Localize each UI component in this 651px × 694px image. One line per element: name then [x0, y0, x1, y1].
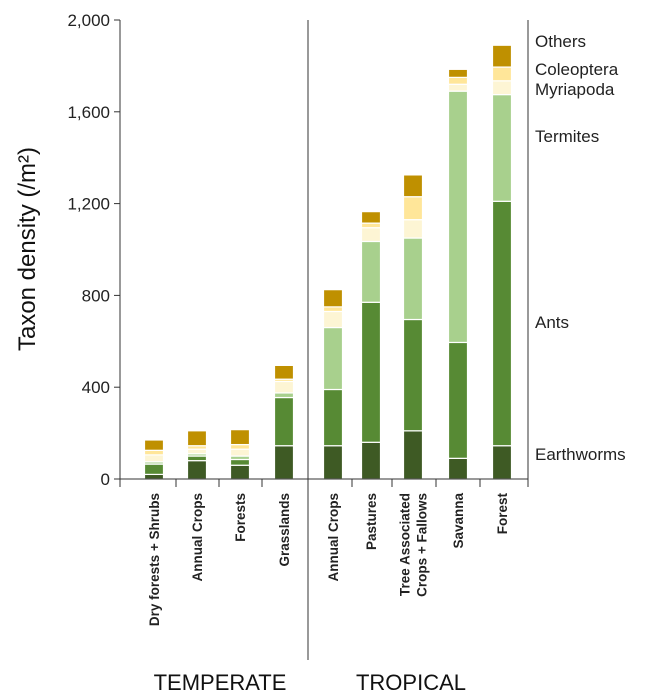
bar-segment — [229, 429, 251, 446]
category-label: Forest — [495, 493, 510, 535]
y-tick-label: 1,600 — [67, 103, 110, 122]
bar-segment — [491, 80, 513, 96]
bar-segment — [491, 93, 513, 202]
bar-segment — [360, 441, 382, 480]
bar-segment — [143, 439, 165, 451]
category-label: Savanna — [451, 493, 466, 549]
bar-segment — [229, 458, 251, 466]
group-label: TEMPERATE — [154, 670, 287, 694]
bar-segment — [447, 83, 469, 92]
bar-segment — [322, 326, 344, 391]
bar-segment — [491, 44, 513, 68]
y-axis-title: Taxon density (/m²) — [14, 147, 41, 351]
bar-segment — [447, 68, 469, 78]
category-label: Grasslands — [277, 493, 292, 567]
bar-segment — [322, 388, 344, 447]
y-tick-label: 400 — [82, 378, 110, 397]
series-label: Coleoptera — [535, 60, 619, 79]
bar-segment — [322, 310, 344, 329]
bar-segment — [273, 396, 295, 447]
series-label: Termites — [535, 127, 599, 146]
category-label: Annual Crops — [190, 493, 205, 582]
y-tick-label: 0 — [101, 470, 110, 489]
bar-segment — [143, 454, 165, 463]
bar-segment — [186, 448, 208, 455]
bar-segment — [143, 449, 165, 456]
category-label: Annual Crops — [326, 493, 341, 582]
series-label: Myriapoda — [535, 80, 615, 99]
bar-segment — [229, 443, 251, 450]
bar-segment — [360, 301, 382, 443]
bar-segment — [143, 463, 165, 476]
bar-segment — [402, 237, 424, 321]
bar-segment — [273, 445, 295, 480]
bar-segment — [360, 240, 382, 303]
category-label: Forests — [233, 493, 248, 542]
y-tick-label: 800 — [82, 286, 110, 305]
series-label: Others — [535, 32, 586, 51]
category-labels: Dry forests + Shrubs Annual Crops Forests G… — [147, 493, 510, 627]
bar-segment — [360, 211, 382, 224]
bar-segment — [322, 289, 344, 308]
bar-segment — [402, 219, 424, 239]
bar-segment — [402, 196, 424, 221]
bar-segment — [273, 364, 295, 380]
bar-segment — [186, 460, 208, 480]
category-label: Tree Associated Crops + Fallows — [398, 493, 430, 597]
bar-segment — [143, 473, 165, 480]
bar-segment — [491, 66, 513, 82]
bar-segment — [360, 222, 382, 229]
category-label: Pastures — [364, 493, 379, 550]
bar-segment — [402, 430, 424, 480]
bar-segment — [273, 380, 295, 394]
bar-segment — [186, 430, 208, 447]
group-label: TROPICAL — [356, 670, 466, 694]
bar-segment — [402, 174, 424, 198]
bar-segment — [447, 341, 469, 459]
bar-segment — [322, 445, 344, 480]
y-axis-ticks: 0 400 800 1,200 1,600 2,000 — [67, 11, 120, 489]
bars — [143, 44, 513, 480]
bar-segment — [447, 76, 469, 85]
bar-segment — [402, 318, 424, 432]
axes — [119, 20, 529, 660]
series-labels: Earthworms Ants Termites MyriapodaColeopter… — [535, 32, 626, 464]
bar-segment — [273, 392, 295, 399]
y-tick-label: 1,200 — [67, 195, 110, 214]
bar-segment — [360, 227, 382, 243]
bar-segment — [186, 455, 208, 462]
group-labels: TEMPERATE TROPICAL — [154, 670, 466, 694]
bar-segment — [322, 306, 344, 313]
bar-segment — [447, 90, 469, 344]
bar-segment — [491, 200, 513, 447]
category-label: Dry forests + Shrubs — [147, 493, 162, 626]
bar-segment — [229, 464, 251, 480]
y-tick-label: 2,000 — [67, 11, 110, 30]
bar-segment — [491, 445, 513, 480]
bar-segment — [229, 448, 251, 457]
bar-segment — [447, 457, 469, 480]
series-label: Ants — [535, 313, 569, 332]
series-label: Earthworms — [535, 445, 626, 464]
